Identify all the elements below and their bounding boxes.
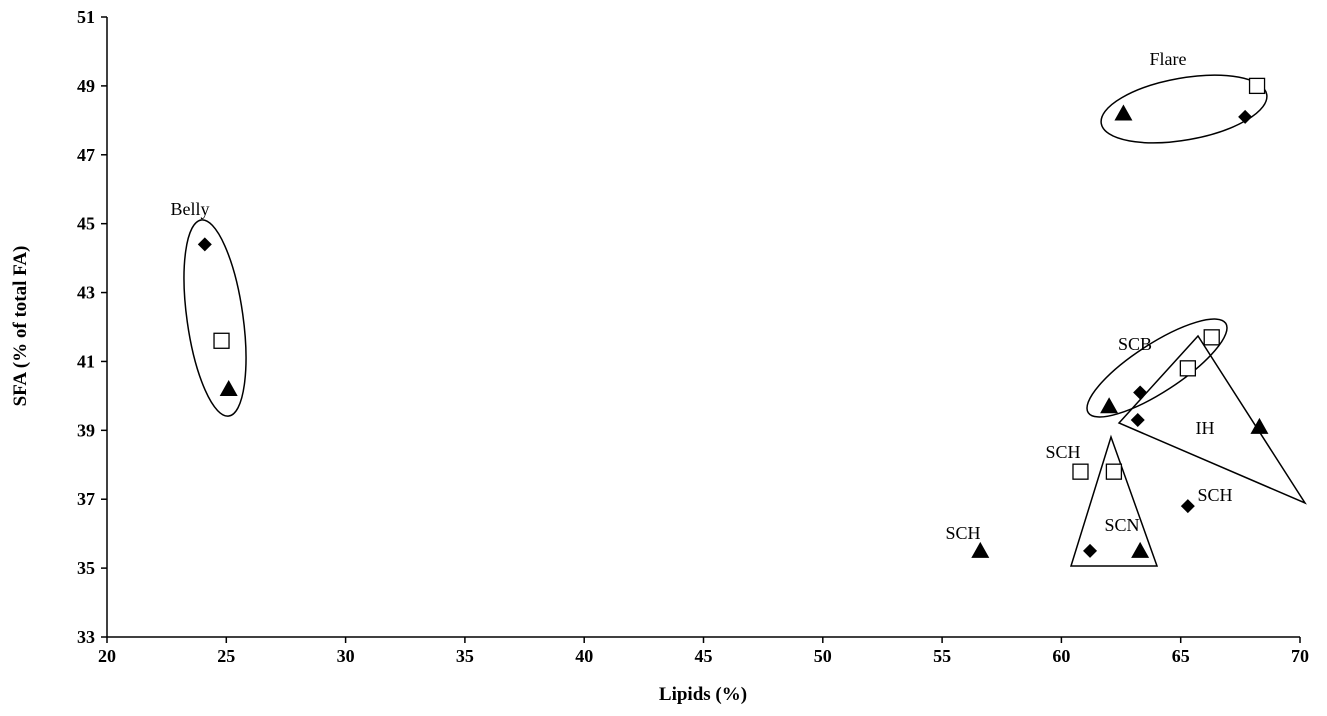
y-tick-label: 47 — [77, 145, 95, 165]
x-tick-label: 45 — [695, 646, 713, 666]
x-tick-label: 30 — [337, 646, 355, 666]
y-tick-label: 37 — [77, 489, 95, 509]
y-axis-ticks: 33 35 37 39 41 43 45 47 49 51 — [77, 7, 107, 647]
square-point — [1248, 77, 1266, 95]
y-axis-title: SFA (% of total FA) — [10, 246, 31, 407]
y-tick-label: 51 — [77, 7, 95, 27]
x-tick-label: 35 — [456, 646, 474, 666]
y-tick-label: 33 — [77, 627, 95, 647]
belly-group-ellipse — [183, 219, 247, 417]
y-tick-label: 41 — [77, 351, 95, 371]
triangle-point — [971, 541, 990, 558]
flare-group-ellipse — [1100, 74, 1268, 144]
annotation-sch-top: SCH — [1045, 442, 1080, 462]
annotation-ih: IH — [1196, 418, 1215, 438]
annotation-scb: SCB — [1118, 334, 1152, 354]
triangle-point — [1131, 541, 1150, 558]
data-points — [197, 77, 1269, 558]
scn-group-triangle — [1069, 434, 1159, 567]
square-point — [1105, 463, 1123, 480]
square-point — [213, 332, 230, 349]
triangle-point — [1100, 397, 1119, 414]
annotation-belly: Belly — [171, 199, 210, 219]
diamond-point — [1180, 499, 1195, 514]
square-point — [1072, 463, 1089, 480]
x-tick-label: 20 — [98, 646, 116, 666]
triangle-point — [1250, 417, 1269, 434]
annotation-sch-left: SCH — [945, 523, 980, 543]
x-tick-label: 65 — [1172, 646, 1190, 666]
square-point — [1203, 329, 1220, 346]
square-point — [1179, 360, 1197, 377]
y-tick-label: 39 — [77, 420, 95, 440]
annotations: Flare Belly SCB IH SCH SCH SCH SCN — [171, 49, 1233, 543]
x-axis-ticks: 20 25 30 35 40 45 50 55 60 65 70 — [98, 637, 1309, 666]
triangle-point — [1114, 104, 1133, 121]
y-tick-label: 45 — [77, 214, 95, 234]
diamond-point — [1133, 385, 1148, 400]
annotation-scn: SCN — [1104, 515, 1139, 535]
group-outlines — [183, 74, 1307, 567]
y-tick-label: 43 — [77, 283, 95, 303]
y-tick-label: 35 — [77, 558, 95, 578]
diamond-point — [1238, 109, 1253, 124]
annotation-flare: Flare — [1150, 49, 1187, 69]
x-axis-title: Lipids (%) — [659, 684, 747, 705]
x-tick-label: 60 — [1052, 646, 1070, 666]
triangle-point — [219, 380, 238, 396]
x-tick-label: 55 — [933, 646, 951, 666]
x-tick-label: 50 — [814, 646, 832, 666]
diamond-point — [1130, 413, 1145, 427]
diamond-point — [1083, 543, 1098, 558]
ih-group-triangle — [1117, 334, 1307, 505]
y-tick-label: 49 — [77, 76, 95, 96]
x-tick-label: 25 — [217, 646, 235, 666]
x-tick-label: 40 — [575, 646, 593, 666]
annotation-sch-right: SCH — [1197, 485, 1232, 505]
x-tick-label: 70 — [1291, 646, 1309, 666]
diamond-point — [197, 237, 212, 252]
scb-group-ellipse — [1086, 318, 1228, 418]
